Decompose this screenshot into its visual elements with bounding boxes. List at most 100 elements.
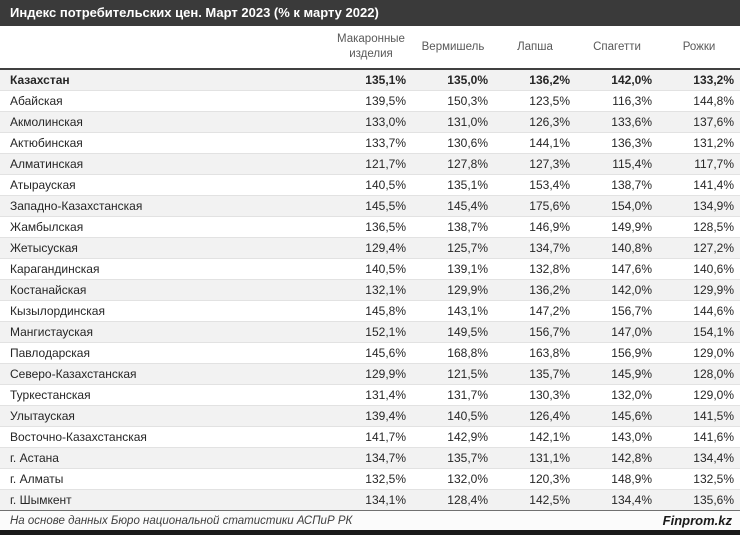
value-cell: 121,5%: [412, 363, 494, 385]
region-name: Жамбылская: [0, 216, 330, 238]
value-cell: 117,7%: [658, 153, 740, 175]
value-cell: 154,1%: [658, 321, 740, 343]
value-cell: 127,3%: [494, 153, 576, 175]
value-cell: 148,9%: [576, 468, 658, 490]
table-row: Акмолинская 133,0% 131,0% 126,3% 133,6% 137,6…: [0, 111, 740, 133]
value-cell: 138,7%: [576, 174, 658, 196]
table-row: Мангистауская 152,1% 149,5% 156,7% 147,0% 154…: [0, 321, 740, 343]
region-name: Костанайская: [0, 279, 330, 301]
value-cell: 135,0%: [412, 69, 494, 91]
value-cell: 143,0%: [576, 426, 658, 448]
value-cell: 141,4%: [658, 174, 740, 196]
value-cell: 135,7%: [412, 447, 494, 469]
brand-logo: Finprom.kz: [662, 513, 732, 528]
value-cell: 134,4%: [658, 447, 740, 469]
value-cell: 135,6%: [658, 489, 740, 511]
value-cell: 133,6%: [576, 111, 658, 133]
value-cell: 137,6%: [658, 111, 740, 133]
value-cell: 144,1%: [494, 132, 576, 154]
value-cell: 135,1%: [330, 69, 412, 91]
value-cell: 168,8%: [412, 342, 494, 364]
value-cell: 142,9%: [412, 426, 494, 448]
value-cell: 133,2%: [658, 69, 740, 91]
value-cell: 132,5%: [330, 468, 412, 490]
value-cell: 131,4%: [330, 384, 412, 406]
value-cell: 141,7%: [330, 426, 412, 448]
region-name: Жетысуская: [0, 237, 330, 259]
footer-bar: На основе данных Бюро национальной стати…: [0, 511, 740, 530]
value-cell: 128,4%: [412, 489, 494, 511]
table-row: Жамбылская 136,5% 138,7% 146,9% 149,9% 128,5%: [0, 216, 740, 238]
value-cell: 127,2%: [658, 237, 740, 259]
value-cell: 146,9%: [494, 216, 576, 238]
value-cell: 127,8%: [412, 153, 494, 175]
value-cell: 144,8%: [658, 90, 740, 112]
value-cell: 142,1%: [494, 426, 576, 448]
column-header-region: [0, 26, 330, 70]
value-cell: 141,5%: [658, 405, 740, 427]
value-cell: 145,9%: [576, 363, 658, 385]
value-cell: 143,1%: [412, 300, 494, 322]
table-header: Макаронные изделия Вермишель Лапша Спагетти…: [0, 26, 740, 70]
region-name: Северо-Казахстанская: [0, 363, 330, 385]
value-cell: 145,8%: [330, 300, 412, 322]
value-cell: 154,0%: [576, 195, 658, 217]
region-name: Кызылординская: [0, 300, 330, 322]
value-cell: 130,3%: [494, 384, 576, 406]
region-name: Атырауская: [0, 174, 330, 196]
table-row: г. Алматы 132,5% 132,0% 120,3% 148,9% 132,5%: [0, 468, 740, 490]
value-cell: 149,5%: [412, 321, 494, 343]
value-cell: 152,1%: [330, 321, 412, 343]
column-header: Спагетти: [576, 26, 658, 70]
value-cell: 115,4%: [576, 153, 658, 175]
value-cell: 147,6%: [576, 258, 658, 280]
bottom-strip: [0, 530, 740, 535]
table-row: г. Шымкент 134,1% 128,4% 142,5% 134,4% 135,6%: [0, 489, 740, 511]
value-cell: 136,2%: [494, 279, 576, 301]
value-cell: 163,8%: [494, 342, 576, 364]
table-row: Западно-Казахстанская 145,5% 145,4% 175,6% 1…: [0, 195, 740, 217]
value-cell: 144,6%: [658, 300, 740, 322]
table-row: Карагандинская 140,5% 139,1% 132,8% 147,6% 14…: [0, 258, 740, 280]
value-cell: 132,0%: [576, 384, 658, 406]
value-cell: 145,5%: [330, 195, 412, 217]
region-name: Карагандинская: [0, 258, 330, 280]
value-cell: 132,1%: [330, 279, 412, 301]
value-cell: 134,4%: [576, 489, 658, 511]
value-cell: 140,5%: [330, 258, 412, 280]
value-cell: 126,3%: [494, 111, 576, 133]
region-name: Западно-Казахстанская: [0, 195, 330, 217]
table-row: Северо-Казахстанская 129,9% 121,5% 135,7% 14…: [0, 363, 740, 385]
value-cell: 129,0%: [658, 384, 740, 406]
value-cell: 129,4%: [330, 237, 412, 259]
table-row: Павлодарская 145,6% 168,8% 163,8% 156,9% 129,…: [0, 342, 740, 364]
value-cell: 147,0%: [576, 321, 658, 343]
value-cell: 125,7%: [412, 237, 494, 259]
value-cell: 133,7%: [330, 132, 412, 154]
table-row: Восточно-Казахстанская 141,7% 142,9% 142,1%…: [0, 426, 740, 448]
table-row: Костанайская 132,1% 129,9% 136,2% 142,0% 129,…: [0, 279, 740, 301]
table-row: Алматинская 121,7% 127,8% 127,3% 115,4% 117,7…: [0, 153, 740, 175]
value-cell: 116,3%: [576, 90, 658, 112]
value-cell: 134,9%: [658, 195, 740, 217]
header-row: Макаронные изделия Вермишель Лапша Спагетти…: [0, 26, 740, 70]
cpi-table: Макаронные изделия Вермишель Лапша Спагетти…: [0, 26, 740, 511]
value-cell: 175,6%: [494, 195, 576, 217]
region-name: Улытауская: [0, 405, 330, 427]
value-cell: 129,0%: [658, 342, 740, 364]
value-cell: 140,5%: [330, 174, 412, 196]
table-row: Жетысуская 129,4% 125,7% 134,7% 140,8% 127,2%: [0, 237, 740, 259]
region-name: Мангистауская: [0, 321, 330, 343]
value-cell: 140,6%: [658, 258, 740, 280]
table-row: Кызылординская 145,8% 143,1% 147,2% 156,7% 14…: [0, 300, 740, 322]
table-body: Казахстан 135,1% 135,0% 136,2% 142,0% 133,2% А…: [0, 69, 740, 511]
column-header: Рожки: [658, 26, 740, 70]
value-cell: 132,0%: [412, 468, 494, 490]
region-name: г. Шымкент: [0, 489, 330, 511]
value-cell: 135,7%: [494, 363, 576, 385]
value-cell: 130,6%: [412, 132, 494, 154]
value-cell: 142,0%: [576, 69, 658, 91]
value-cell: 131,7%: [412, 384, 494, 406]
value-cell: 123,5%: [494, 90, 576, 112]
